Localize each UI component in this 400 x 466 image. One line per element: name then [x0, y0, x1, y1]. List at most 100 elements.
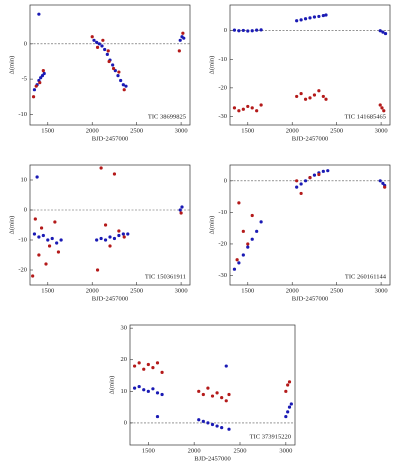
- data-point: [160, 370, 164, 374]
- y-tick-label: -20: [18, 266, 27, 273]
- data-point: [132, 386, 137, 390]
- data-point: [146, 389, 150, 393]
- x-tick-label: 2500: [330, 287, 343, 294]
- data-point: [97, 42, 101, 46]
- data-point: [142, 388, 146, 392]
- data-point: [378, 179, 382, 183]
- data-point: [108, 244, 112, 248]
- data-point: [383, 185, 387, 189]
- data-point: [40, 73, 45, 78]
- x-axis-label: BJD-2457000: [292, 135, 328, 142]
- data-point: [237, 201, 241, 205]
- x-axis-label: BJD-2457000: [92, 295, 128, 302]
- data-point: [246, 245, 250, 249]
- data-point: [121, 83, 125, 87]
- x-tick-label: 2500: [330, 127, 343, 134]
- data-point: [378, 103, 382, 107]
- data-point: [39, 226, 44, 230]
- x-tick-label: 1500: [41, 287, 54, 294]
- data-point: [308, 96, 312, 100]
- data-point: [90, 35, 94, 39]
- data-point: [100, 44, 104, 48]
- y-axis-label: Δ(min): [8, 216, 15, 235]
- data-point: [201, 419, 205, 423]
- data-point: [95, 238, 99, 242]
- x-tick-label: 3000: [375, 127, 388, 134]
- x-tick-label: 2500: [234, 447, 247, 454]
- data-point: [299, 191, 303, 196]
- data-point: [142, 367, 146, 371]
- x-axis-label: BJD-2457000: [92, 135, 128, 142]
- data-point: [44, 262, 48, 266]
- x-tick-label: 2000: [86, 287, 99, 294]
- data-point: [103, 47, 107, 52]
- data-point: [34, 84, 38, 88]
- data-point: [155, 414, 160, 419]
- data-point: [181, 31, 185, 35]
- data-point: [259, 103, 263, 107]
- data-point: [299, 18, 303, 22]
- data-point: [303, 179, 308, 183]
- data-point: [259, 220, 263, 224]
- data-point: [41, 69, 45, 73]
- data-point: [42, 71, 46, 76]
- data-point: [151, 387, 155, 391]
- data-point: [103, 223, 108, 227]
- data-point: [295, 19, 299, 23]
- data-point: [121, 232, 125, 236]
- data-point: [326, 169, 330, 173]
- data-point: [108, 235, 112, 239]
- y-tick-label: -30: [218, 272, 227, 279]
- data-point: [324, 13, 328, 17]
- data-point: [178, 38, 182, 42]
- data-point: [113, 69, 117, 73]
- data-point: [255, 229, 259, 233]
- data-point: [160, 392, 164, 397]
- x-tick-label: 2000: [86, 127, 99, 134]
- data-point: [289, 402, 293, 406]
- data-point: [227, 427, 231, 431]
- annotation: TIC 38699825: [148, 113, 186, 120]
- y-tick-label: 30: [121, 325, 128, 332]
- data-point: [106, 49, 110, 53]
- y-tick-label: -30: [218, 113, 227, 120]
- data-point: [210, 422, 215, 427]
- x-tick-label: 1500: [41, 127, 54, 134]
- data-point: [122, 88, 126, 92]
- data-point: [122, 235, 126, 239]
- y-tick-label: -20: [218, 240, 227, 247]
- data-point: [287, 380, 292, 384]
- data-point: [220, 426, 224, 430]
- data-point: [107, 59, 111, 64]
- data-point: [303, 97, 308, 101]
- x-tick-label: 1500: [241, 127, 254, 134]
- data-point: [206, 386, 210, 390]
- data-point: [33, 217, 37, 221]
- y-tick-label: 0: [124, 419, 127, 426]
- plot-frame: [29, 4, 191, 126]
- y-tick-label: -10: [218, 209, 227, 216]
- y-tick-label: -10: [218, 56, 227, 63]
- data-point: [215, 424, 219, 428]
- data-point: [237, 109, 241, 113]
- data-point: [47, 244, 52, 248]
- data-point: [378, 29, 382, 33]
- data-point: [287, 405, 292, 409]
- data-point: [31, 274, 35, 278]
- data-point: [56, 250, 61, 254]
- x-tick-label: 2000: [286, 127, 299, 134]
- data-point: [112, 172, 117, 176]
- data-point: [55, 241, 59, 245]
- y-tick-label: -10: [18, 236, 27, 243]
- y-tick-label: 10: [21, 176, 28, 183]
- y-tick-label: 10: [121, 388, 128, 395]
- data-point: [95, 40, 99, 45]
- plot-frame: [229, 4, 391, 126]
- y-axis-label: Δ(min): [208, 56, 215, 75]
- data-point: [101, 38, 105, 42]
- x-tick-label: 3000: [375, 287, 388, 294]
- data-point: [179, 211, 183, 215]
- data-point: [321, 94, 325, 99]
- data-point: [255, 109, 259, 113]
